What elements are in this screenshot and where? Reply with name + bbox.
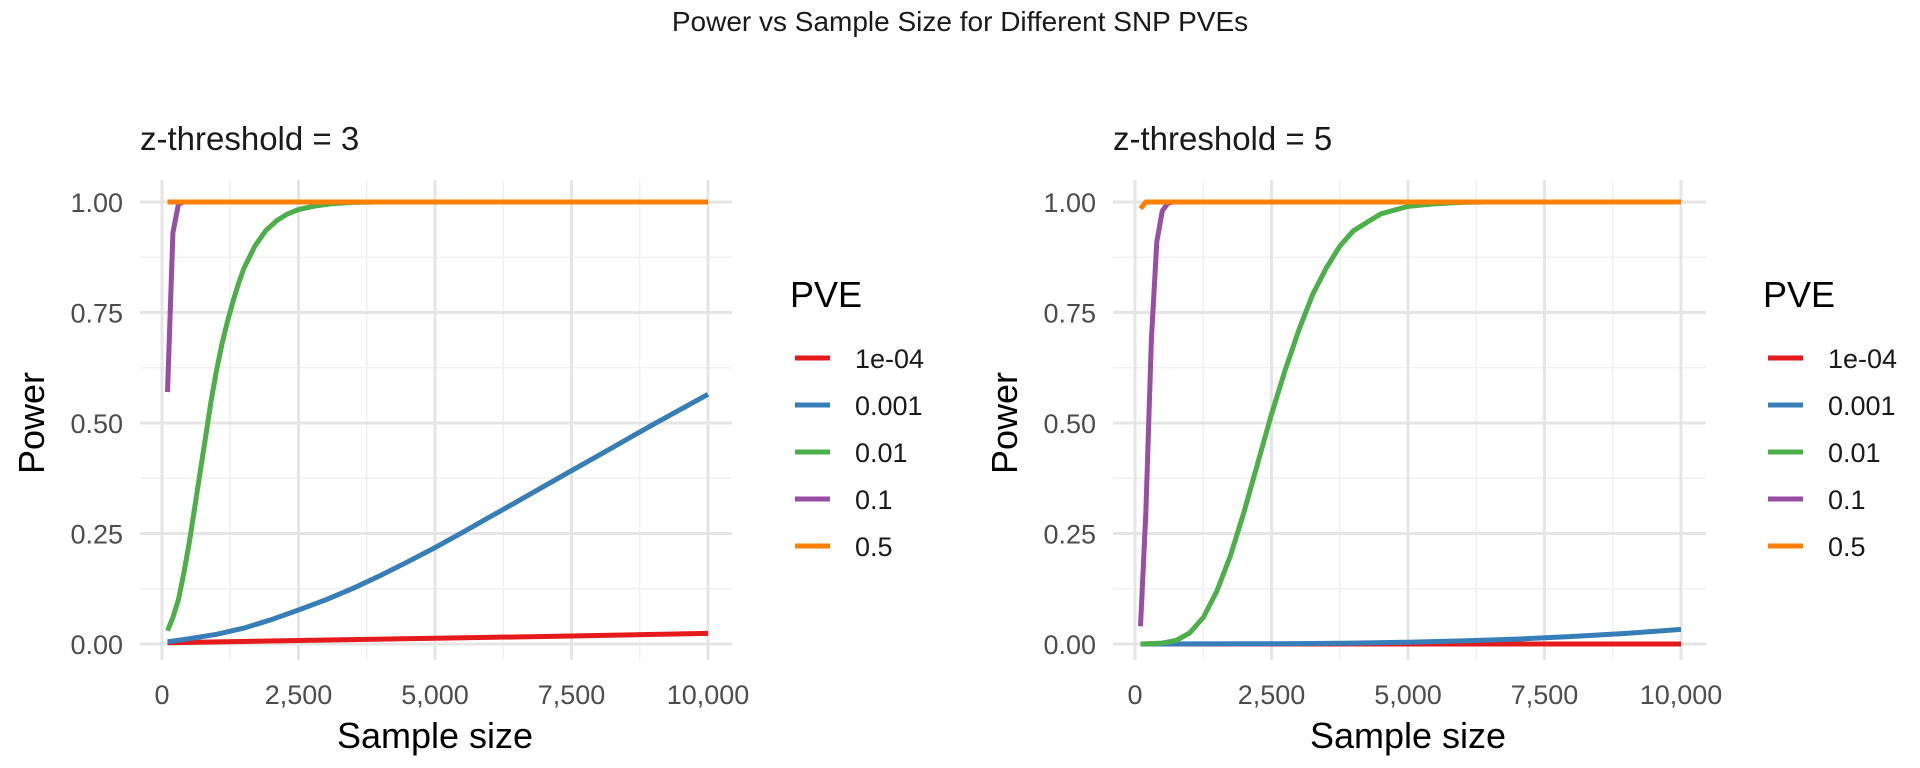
legend-label-1e-04: 1e-04	[1828, 344, 1897, 374]
y-tick-label: 1.00	[1043, 188, 1096, 218]
legend-title: PVE	[790, 274, 862, 315]
legend-label-1e-04: 1e-04	[855, 344, 924, 374]
panel-title: z-threshold = 3	[140, 120, 359, 157]
legend-label-0.1: 0.1	[855, 485, 893, 515]
y-tick-label: 0.50	[70, 409, 123, 439]
x-tick-label: 7,500	[1511, 680, 1579, 710]
series-line-0.001	[167, 392, 710, 645]
legend-title: PVE	[1763, 274, 1835, 315]
x-tick-label: 0	[154, 680, 169, 710]
panel-title: z-threshold = 5	[1113, 120, 1332, 157]
legend-label-0.5: 0.5	[855, 532, 893, 562]
y-tick-label: 0.00	[70, 630, 123, 660]
grid	[140, 180, 732, 660]
y-tick-label: 0.50	[1043, 409, 1096, 439]
panel-z3: 0 2,500 5,000 7,500 10,000 0.00 0.25 0.50 0.75 1.…	[11, 120, 924, 756]
x-tick-label: 0	[1127, 680, 1142, 710]
series-line-0.001	[1140, 626, 1682, 647]
series-line-0.5	[1138, 199, 1681, 211]
x-tick-label: 10,000	[1640, 680, 1723, 710]
x-tick-label: 10,000	[667, 680, 750, 710]
legend-label-0.01: 0.01	[855, 438, 908, 468]
y-tick-label: 1.00	[70, 188, 123, 218]
series-lines	[165, 199, 710, 646]
legend: PVE 1e-04 0.001 0.01 0.1 0.5	[1763, 274, 1897, 562]
series-line-0.01	[165, 199, 708, 632]
series-line-0.1	[165, 199, 708, 393]
x-tick-label: 5,000	[1374, 680, 1442, 710]
legend-label-0.001: 0.001	[1828, 391, 1896, 421]
grid	[1113, 180, 1706, 660]
legend-label-0.5: 0.5	[1828, 532, 1866, 562]
x-tick-label: 2,500	[1238, 680, 1306, 710]
x-axis-title: Sample size	[1310, 715, 1506, 756]
legend-label-0.01: 0.01	[1828, 438, 1881, 468]
legend-label-0.001: 0.001	[855, 391, 923, 421]
y-axis-title: Power	[984, 372, 1025, 474]
legend-label-0.1: 0.1	[1828, 485, 1866, 515]
y-tick-label: 0.00	[1043, 630, 1096, 660]
y-tick-label: 0.25	[1043, 520, 1096, 550]
series-line-1e-04	[167, 630, 709, 646]
y-tick-label: 0.75	[70, 299, 123, 329]
y-tick-label: 0.75	[1043, 299, 1096, 329]
x-tick-label: 2,500	[265, 680, 333, 710]
figure-title: Power vs Sample Size for Different SNP P…	[672, 6, 1248, 37]
x-tick-label: 5,000	[401, 680, 469, 710]
series-lines	[1138, 199, 1682, 647]
y-tick-label: 0.25	[70, 520, 123, 550]
legend: PVE 1e-04 0.001 0.01 0.1 0.5	[790, 274, 924, 562]
x-tick-label: 7,500	[538, 680, 606, 710]
x-axis-title: Sample size	[337, 715, 533, 756]
panel-z5: 0 2,500 5,000 7,500 10,000 0.00 0.25 0.50 0.75 1.…	[984, 120, 1897, 756]
series-line-0.1	[1138, 199, 1681, 627]
y-axis-title: Power	[11, 372, 52, 474]
